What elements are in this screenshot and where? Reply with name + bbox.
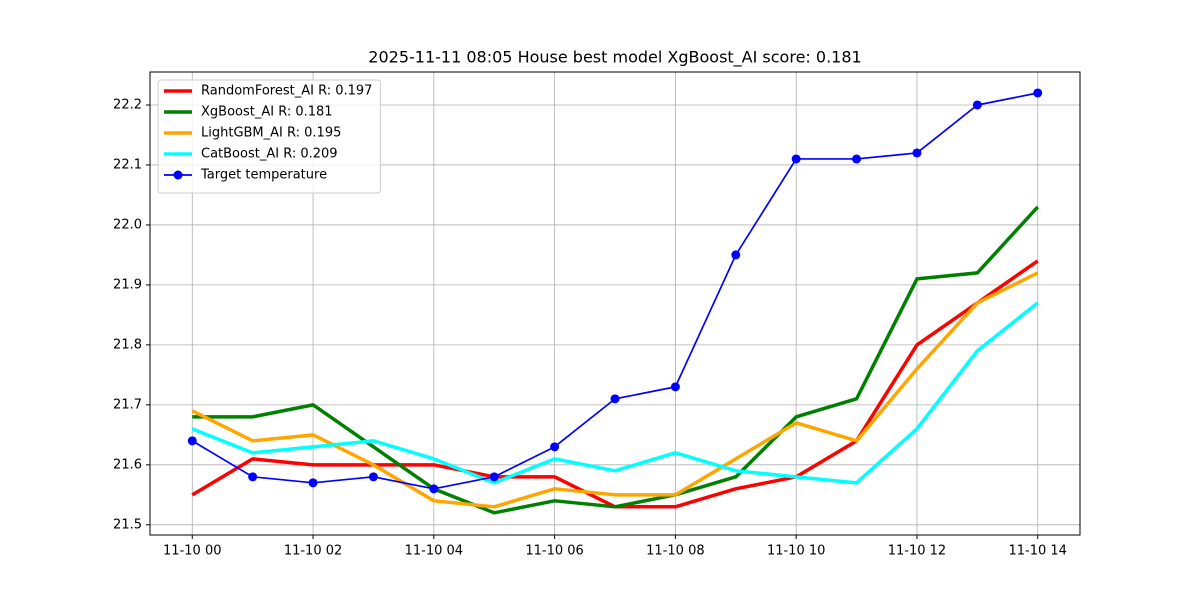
data-point bbox=[852, 154, 862, 164]
chart-title: 2025-11-11 08:05 House best model XgBoos… bbox=[368, 48, 861, 68]
x-tick-label: 11-10 02 bbox=[284, 544, 342, 559]
data-point bbox=[610, 394, 620, 404]
legend-label: Target temperature bbox=[200, 168, 327, 183]
legend-label: RandomForest_AI R: 0.197 bbox=[201, 84, 372, 99]
y-tick-label: 22.1 bbox=[113, 157, 142, 172]
legend-label: CatBoost_AI R: 0.209 bbox=[201, 147, 338, 162]
data-point bbox=[670, 382, 680, 392]
x-tick-label: 11-10 12 bbox=[888, 544, 946, 559]
x-tick-label: 11-10 10 bbox=[767, 544, 825, 559]
y-tick-label: 22.0 bbox=[113, 217, 142, 232]
data-point bbox=[791, 154, 801, 164]
y-tick-label: 21.8 bbox=[113, 337, 142, 352]
legend-marker bbox=[173, 170, 183, 180]
y-tick-label: 21.9 bbox=[113, 277, 142, 292]
x-tick-label: 11-10 00 bbox=[163, 544, 221, 559]
y-tick-label: 22.2 bbox=[113, 97, 142, 112]
data-point bbox=[731, 250, 741, 260]
legend: RandomForest_AI R: 0.197 XgBoost_AI R: 0.… bbox=[157, 79, 381, 194]
data-point bbox=[429, 484, 439, 494]
data-point bbox=[308, 478, 318, 488]
legend-label: XgBoost_AI R: 0.181 bbox=[201, 105, 333, 120]
x-tick-label: 11-10 04 bbox=[405, 544, 463, 559]
data-point bbox=[248, 472, 258, 482]
data-point bbox=[550, 442, 560, 452]
legend-label: LightGBM_AI R: 0.195 bbox=[201, 126, 341, 141]
data-point bbox=[972, 100, 982, 110]
data-point bbox=[187, 436, 197, 446]
data-point bbox=[489, 472, 499, 482]
data-point bbox=[368, 472, 378, 482]
series-line bbox=[192, 205, 1040, 515]
x-tick-label: 11-10 06 bbox=[525, 544, 583, 559]
series-line bbox=[191, 301, 1039, 485]
y-tick-label: 21.7 bbox=[113, 397, 142, 412]
x-tick-label: 11-10 08 bbox=[646, 544, 704, 559]
legend-box bbox=[157, 79, 381, 194]
data-point bbox=[1033, 88, 1043, 98]
y-tick-label: 21.6 bbox=[113, 457, 142, 472]
data-point bbox=[912, 148, 922, 158]
plot-frame bbox=[149, 71, 1081, 536]
y-tick-label: 21.5 bbox=[113, 517, 142, 532]
x-tick-label: 11-10 14 bbox=[1009, 544, 1067, 559]
